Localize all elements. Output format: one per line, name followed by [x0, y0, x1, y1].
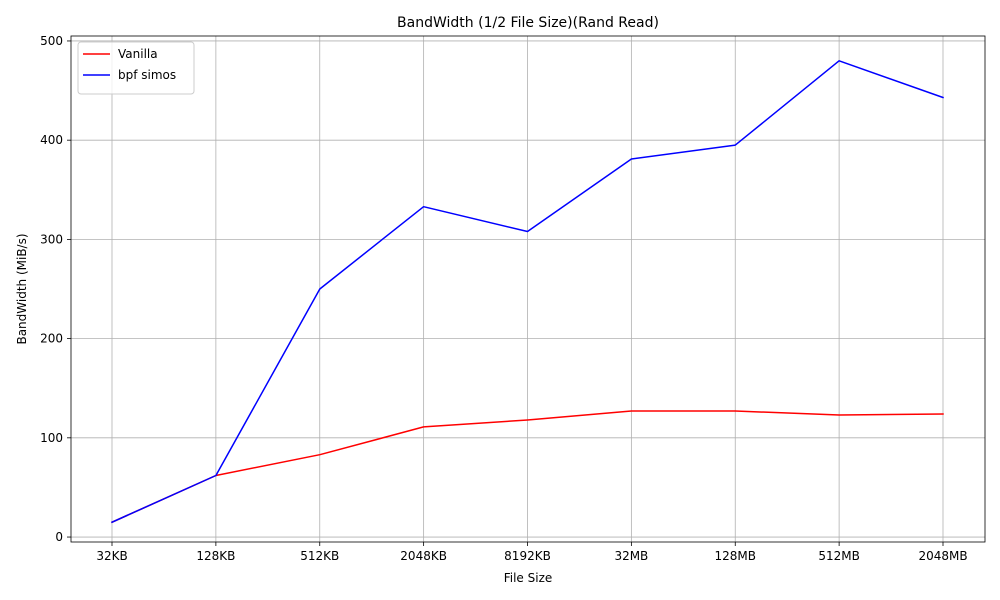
legend-label: Vanilla [118, 47, 158, 61]
x-tick-label: 2048MB [918, 549, 967, 563]
legend-box [77, 41, 195, 95]
series-line-bpf-simos [111, 60, 944, 524]
y-tick-label: 100 [40, 431, 63, 445]
y-tick-label: 400 [40, 133, 63, 147]
grid-lines [71, 36, 985, 542]
chart-title: BandWidth (1/2 File Size)(Rand Read) [397, 15, 659, 31]
y-axis: 0 100 200 300 400 500 [40, 34, 71, 544]
x-tick-label: 128KB [196, 549, 235, 563]
plot-frame [70, 35, 986, 543]
y-axis-label: BandWidth (MiB/s) [15, 233, 29, 344]
x-tick-label: 32KB [96, 549, 127, 563]
x-axis-label: File Size [504, 571, 553, 585]
y-tick-label: 0 [55, 530, 63, 544]
series-lines [111, 60, 944, 524]
x-tick-label: 32MB [614, 549, 648, 563]
x-tick-label: 8192KB [504, 549, 551, 563]
x-tick-label: 512KB [300, 549, 339, 563]
x-tick-label: 128MB [715, 549, 757, 563]
legend-label: bpf simos [118, 68, 176, 82]
y-tick-label: 500 [40, 34, 63, 48]
x-axis: 32KB 128KB 512KB 2048KB 8192KB 32MB 128MB 512MB… [96, 542, 968, 563]
legend: Vanilla bpf simos [77, 41, 195, 95]
series-line-vanilla [111, 410, 944, 524]
y-tick-label: 200 [40, 332, 63, 346]
x-tick-label: 2048KB [400, 549, 447, 563]
x-tick-label: 512MB [818, 549, 860, 563]
y-tick-label: 300 [40, 232, 63, 246]
